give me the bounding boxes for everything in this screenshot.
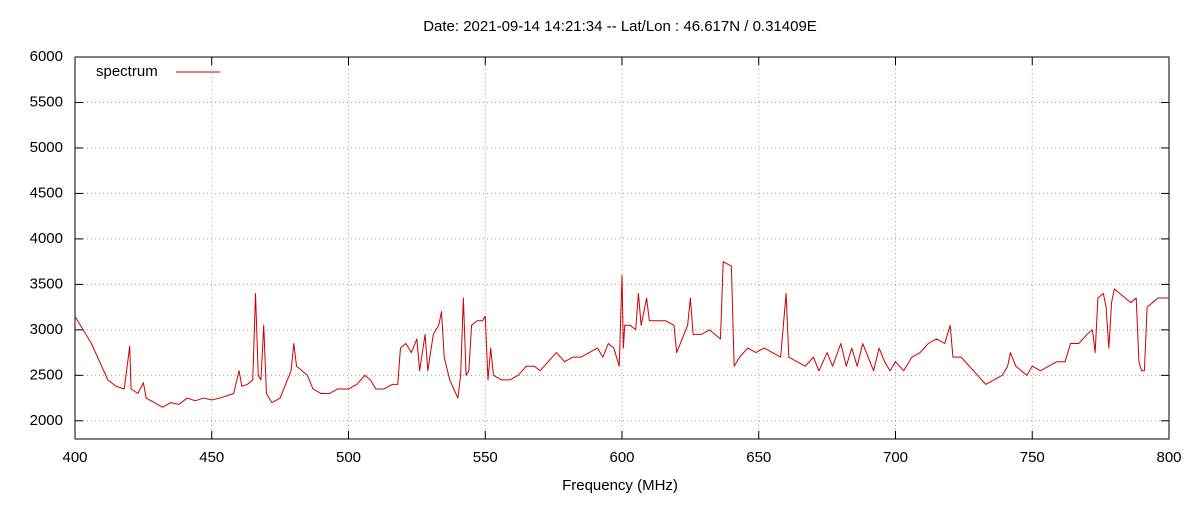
chart-title: Date: 2021-09-14 14:21:34 -- Lat/Lon : 4… <box>423 18 817 35</box>
y-tick-label: 5000 <box>30 139 63 156</box>
x-axis-label: Frequency (MHz) <box>562 477 678 494</box>
y-tick-label: 5500 <box>30 93 63 110</box>
y-tick-label: 6000 <box>30 48 63 65</box>
x-tick-label: 600 <box>609 449 634 466</box>
y-tick-label: 2000 <box>30 412 63 429</box>
x-tick-label: 450 <box>199 449 224 466</box>
plot-frame <box>74 56 1170 440</box>
x-tick-label: 400 <box>62 449 87 466</box>
x-tick-label: 550 <box>473 449 498 466</box>
x-tick-label: 700 <box>883 449 908 466</box>
y-tick-label: 4500 <box>30 184 63 201</box>
x-tick-label: 800 <box>1156 449 1181 466</box>
y-tick-label: 2500 <box>30 366 63 383</box>
x-tick-label: 500 <box>336 449 361 466</box>
x-tick-label: 750 <box>1020 449 1045 466</box>
x-tick-label: 650 <box>746 449 771 466</box>
y-tick-label: 3500 <box>30 275 63 292</box>
line-series <box>74 261 1169 408</box>
y-tick-label: 4000 <box>30 230 63 247</box>
y-tick-label: 3000 <box>30 321 63 338</box>
legend-label: spectrum <box>96 63 158 80</box>
